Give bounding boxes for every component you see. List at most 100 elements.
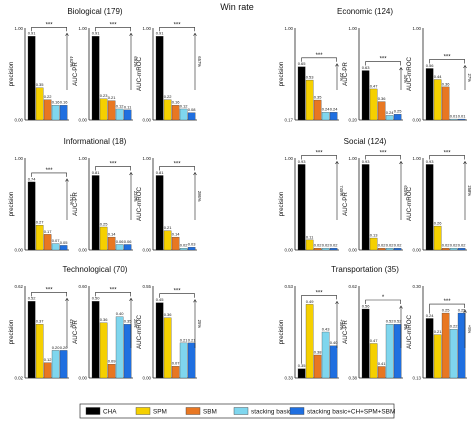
bar-stacking-basic [449, 248, 458, 251]
bar-value-label: 0.52 [394, 319, 403, 324]
arrow-head [399, 305, 403, 309]
bar-spm [99, 98, 108, 121]
bar-stacking-basic-ch-spm-sbm [123, 324, 132, 379]
y-tick-label-bottom: 0.33 [284, 376, 293, 381]
bar-value-label: 0.38 [314, 349, 323, 354]
y-axis-label: precision [8, 191, 15, 216]
bar-stacking-basic [179, 108, 188, 121]
bar-cha [27, 301, 36, 379]
bar-spm [163, 99, 172, 121]
bar-value-label: 0.25 [394, 109, 403, 114]
y-axis-label: AUC-PR [72, 192, 79, 216]
bar-value-label: 0.44 [434, 74, 443, 79]
significance-marker: *** [110, 161, 118, 167]
significance-bracket [159, 166, 195, 171]
bar-cha [425, 318, 434, 379]
bar-value-label: 0.35 [36, 82, 45, 87]
bar-value-label: 0.21 [188, 337, 197, 342]
bar-sbm [43, 362, 52, 379]
y-tick-label-top: 0.62 [14, 284, 23, 289]
bar-sbm [377, 248, 386, 251]
bar-value-label: 0.65 [298, 61, 307, 66]
y-tick-label-bottom: 0.38 [348, 376, 357, 381]
bar-value-label: 0.25 [442, 307, 451, 312]
significance-marker: *** [316, 290, 324, 296]
improvement-percent: +35% [339, 319, 344, 330]
bar-value-label: 0.02 [314, 243, 323, 248]
improvement-percent: 258% [467, 185, 472, 196]
subplot-technological-70-precision: 0.62 0.02 precision 0.52 0.37 0.12 0.20 0.20 ***… [8, 284, 74, 381]
bar-stacking-basic-ch-spm-sbm [393, 114, 402, 121]
arrow-head [463, 160, 467, 165]
bar-sbm [171, 236, 180, 251]
significance-bracket [429, 155, 465, 160]
significance-bracket [159, 26, 195, 32]
y-tick-label-top: 1.00 [284, 156, 293, 161]
bar-sbm [441, 248, 450, 251]
improvement-percent: 34% [403, 75, 408, 84]
y-axis-label: AUC-mROC [136, 56, 143, 91]
improvement-percent: 462% [69, 56, 74, 67]
bar-value-label: 0.93 [362, 159, 371, 164]
bar-value-label: 0.02 [442, 243, 451, 248]
legend-label-sbm: SBM [203, 409, 217, 416]
bar-cha [155, 302, 164, 379]
bar-value-label: 0.36 [164, 312, 173, 317]
bar-sbm [171, 105, 180, 121]
legend: CHA SPM SBM stacking basic stacking basic+CH… [79, 403, 395, 419]
arrow-head [193, 171, 197, 176]
bar-value-label: 0.50 [92, 296, 101, 301]
bar-sbm [43, 99, 52, 121]
improvement-percent: 174% [69, 194, 74, 205]
bar-stacking-basic-ch-spm-sbm [457, 312, 466, 379]
bar-value-label: 0.16 [60, 100, 69, 105]
arrow-head [335, 300, 339, 305]
bar-spm [305, 239, 314, 251]
bar-value-label: 0.47 [370, 83, 379, 88]
bar-stacking-basic [115, 316, 124, 379]
bar-value-label: 0.22 [44, 94, 53, 99]
bar-cha [27, 36, 36, 121]
bar-value-label: 0.08 [188, 107, 197, 112]
bar-value-label: 0.81 [156, 170, 165, 175]
bar-value-label: 0.21 [180, 337, 189, 342]
arrow-head [65, 297, 69, 301]
bar-value-label: 0.93 [426, 159, 435, 164]
arrow-head [65, 32, 69, 36]
bar-value-label: 0.47 [370, 338, 379, 343]
improvement-percent: 25% [197, 320, 202, 329]
significance-bracket [429, 303, 465, 314]
arrow-head [335, 160, 339, 165]
significance-marker: *** [316, 53, 324, 59]
bar-value-label: 0.07 [52, 238, 61, 243]
y-tick-label-top: 0.62 [348, 284, 357, 289]
bar-stacking-basic [449, 118, 458, 121]
bar-stacking-basic [51, 350, 60, 379]
bar-spm [369, 343, 378, 379]
y-axis-label: AUC-mROC [136, 186, 143, 221]
improvement-percent: 657% [197, 56, 202, 67]
y-tick-label-bottom: 0.00 [78, 118, 87, 123]
legend-swatch-stacking-basic [233, 407, 249, 415]
y-axis-label: precision [278, 191, 285, 216]
significance-marker: *** [444, 54, 452, 60]
bar-cha [155, 175, 164, 251]
bar-stacking-basic-ch-spm-sbm [59, 245, 68, 251]
bar-value-label: 0.09 [108, 359, 117, 364]
significance-marker: *** [174, 22, 182, 28]
y-tick-label-top: 0.55 [142, 284, 151, 289]
improvement-percent: 27% [467, 74, 472, 83]
bar-value-label: 0.12 [116, 103, 125, 108]
bar-spm [35, 324, 44, 379]
subplot-informational-18-auc-pr: 1.00 0.00 AUC-PR 0.81 0.25 0.14 0.06 0.06 *** 224… [72, 156, 138, 253]
y-tick-label-top: 0.30 [412, 284, 421, 289]
legend-label-stacking-basic-ch-spm-sbm: stacking basic+CH+SPM+SBM [307, 409, 395, 416]
bar-value-label: 0.35 [314, 94, 323, 99]
bar-value-label: 0.11 [124, 104, 132, 109]
bar-value-label: 0.45 [156, 297, 165, 302]
improvement-percent: 286% [197, 191, 202, 202]
y-tick-label-bottom: 0.00 [142, 248, 151, 253]
improvement-percent: 615% [403, 185, 408, 196]
